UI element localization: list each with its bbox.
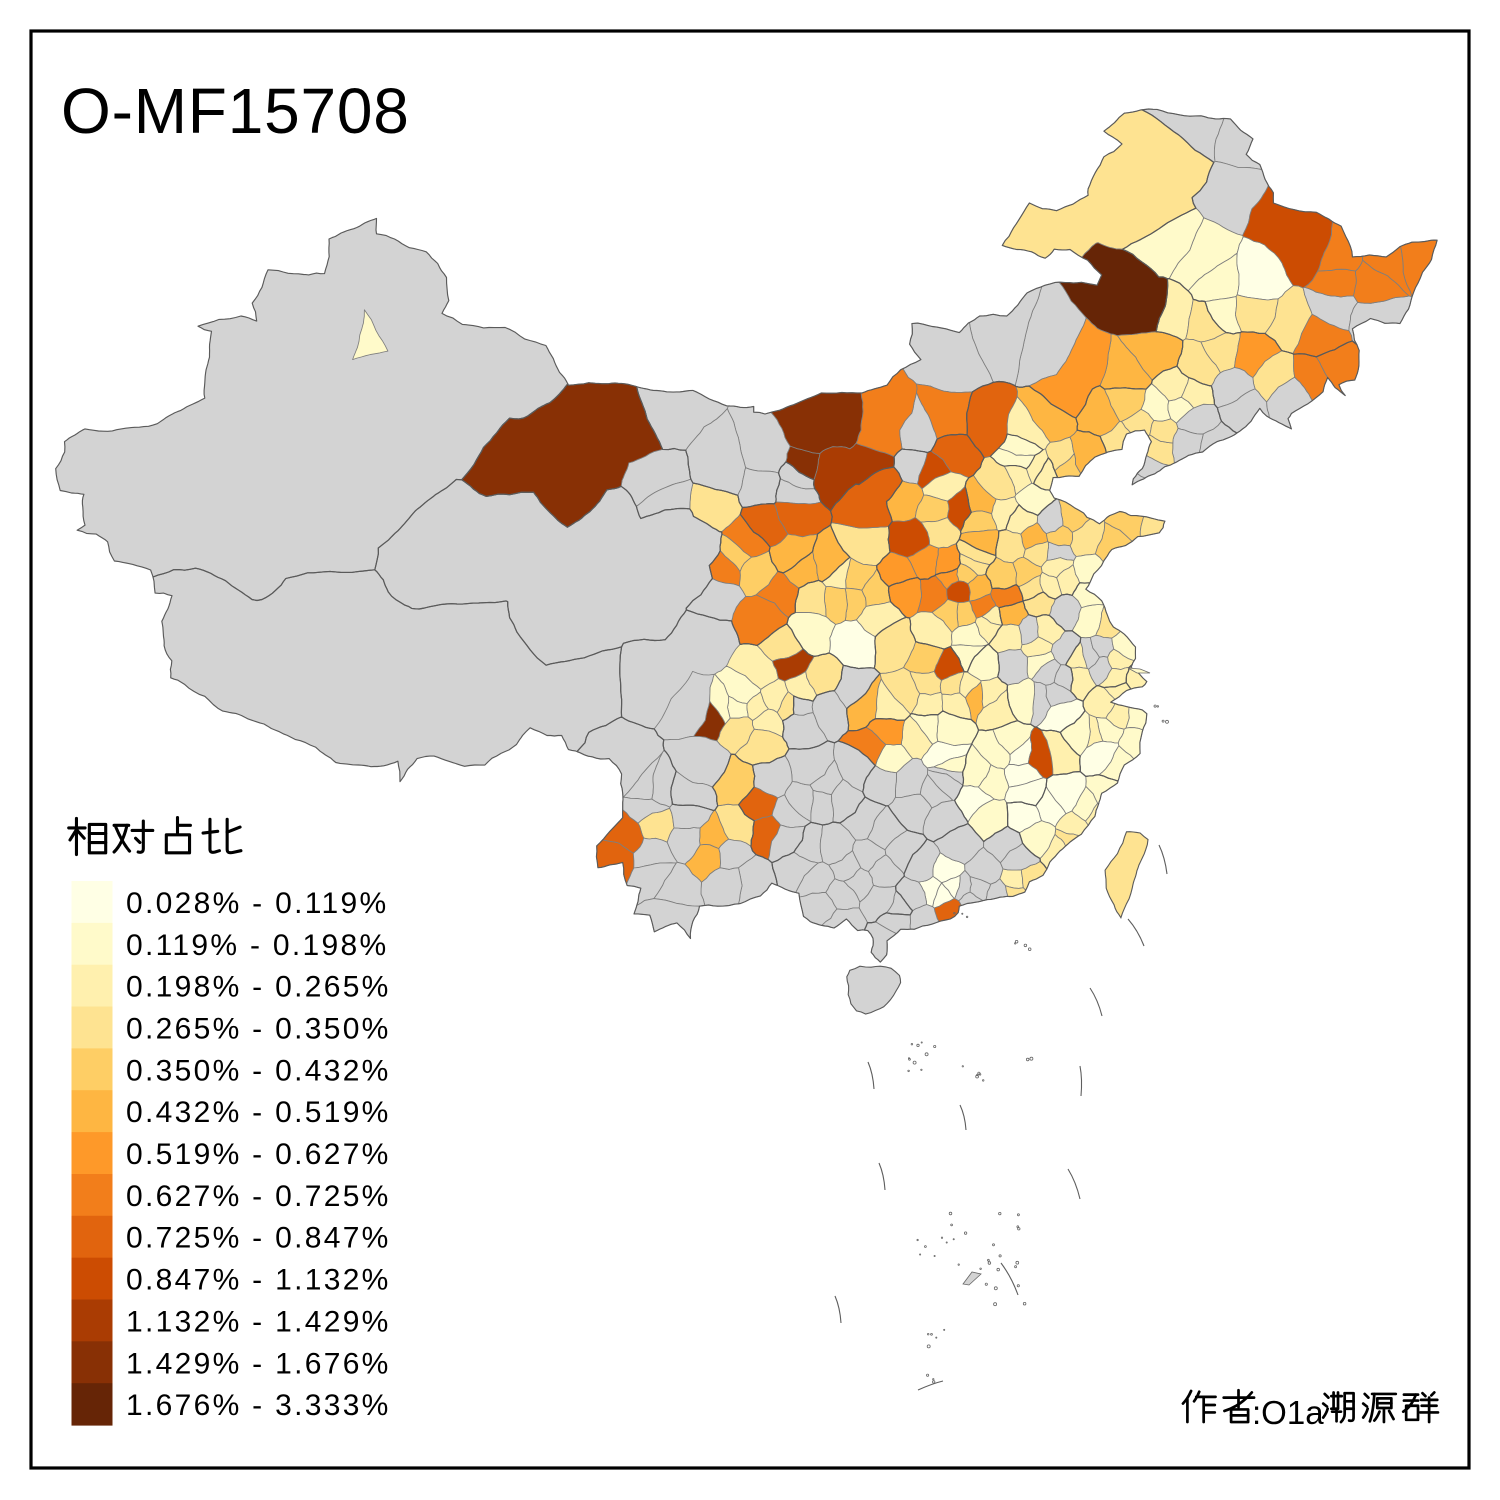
svg-text:O-MF15708: O-MF15708 [61, 75, 410, 147]
svg-text:0.627% - 0.725%: 0.627% - 0.725% [126, 1180, 391, 1213]
svg-text:0.350% - 0.432%: 0.350% - 0.432% [126, 1054, 391, 1087]
svg-text:1.132% - 1.429%: 1.132% - 1.429% [126, 1305, 391, 1338]
svg-text:1.429% - 1.676%: 1.429% - 1.676% [126, 1347, 391, 1380]
svg-text:1.676% - 3.333%: 1.676% - 3.333% [126, 1389, 391, 1422]
svg-text:0.119% - 0.198%: 0.119% - 0.198% [126, 929, 388, 962]
svg-text:0.432% - 0.519%: 0.432% - 0.519% [126, 1096, 391, 1129]
svg-text:0.265% - 0.350%: 0.265% - 0.350% [126, 1013, 391, 1046]
svg-text:0.847% - 1.132%: 0.847% - 1.132% [126, 1264, 391, 1297]
svg-text:0.028% - 0.119%: 0.028% - 0.119% [126, 887, 388, 920]
svg-text:0.519% - 0.627%: 0.519% - 0.627% [126, 1138, 391, 1171]
svg-text::O1a: :O1a [1252, 1394, 1324, 1431]
svg-text:0.198% - 0.265%: 0.198% - 0.265% [126, 971, 391, 1004]
svg-text:0.725% - 0.847%: 0.725% - 0.847% [126, 1222, 391, 1255]
